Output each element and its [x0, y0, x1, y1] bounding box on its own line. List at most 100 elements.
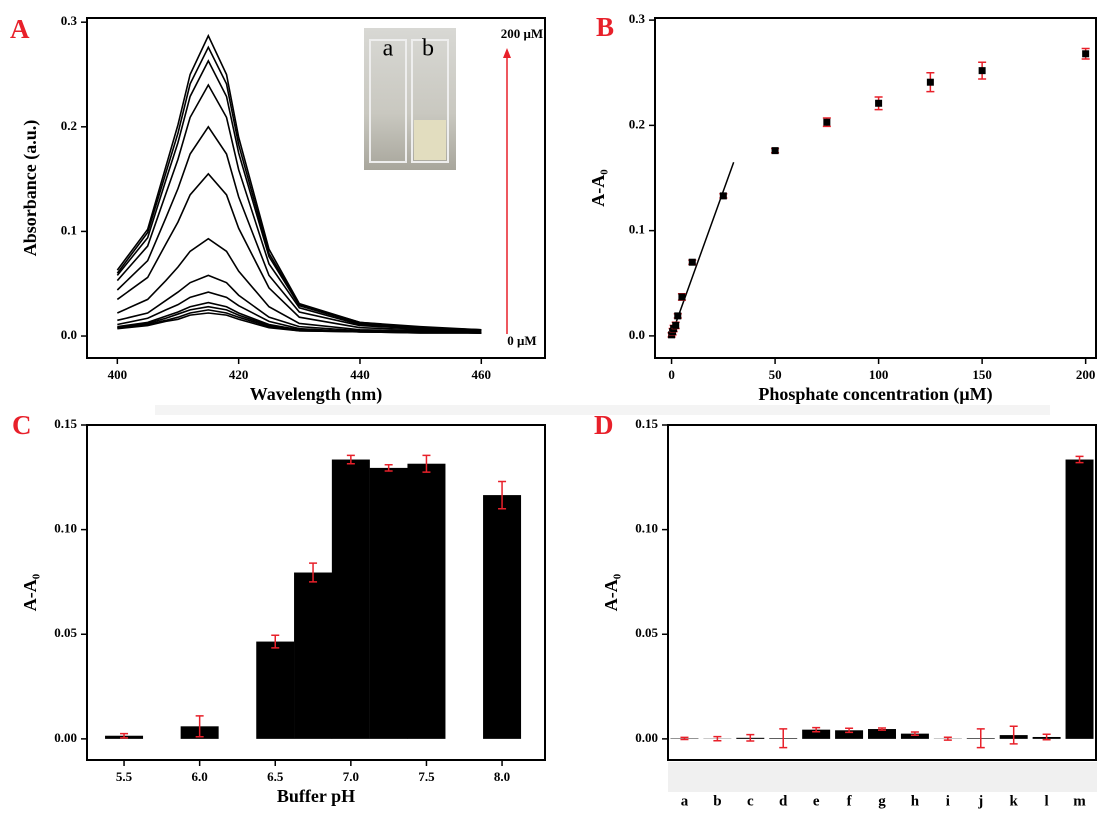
annotation: 200 μM — [501, 26, 543, 41]
annotation: 0 μM — [507, 333, 536, 348]
panel-letter: D — [594, 410, 614, 440]
x-tick-label: 8.0 — [494, 769, 510, 784]
data-point — [771, 147, 779, 155]
x-tick-label: 6.5 — [267, 769, 284, 784]
y-tick-label: 0.0 — [629, 327, 645, 342]
y-tick-label: 0.2 — [629, 116, 645, 131]
error-bar — [746, 733, 755, 742]
error-bar — [680, 736, 689, 741]
y-tick-label: 0.05 — [635, 625, 658, 640]
y-tick-label: 0.1 — [61, 222, 77, 237]
y-tick-label: 0.3 — [629, 11, 646, 26]
x-tick-label: a — [681, 793, 689, 809]
error-bar — [976, 728, 985, 749]
spectrum-line — [117, 312, 482, 334]
vial — [411, 39, 449, 163]
x-axis-title: Wavelength (nm) — [250, 384, 383, 405]
plot-frame — [667, 424, 1097, 761]
x-tick-label: 420 — [229, 367, 249, 382]
data-point — [688, 258, 696, 266]
bar — [331, 459, 370, 739]
panel-letter: B — [596, 12, 614, 42]
error-bar — [1009, 725, 1018, 745]
x-tick-label: 50 — [769, 367, 782, 382]
error-bar — [1042, 733, 1051, 741]
data-point — [926, 78, 934, 86]
y-axis-title: Absorbance (a.u.) — [20, 120, 41, 257]
data-point — [672, 321, 680, 329]
y-tick-label: 0.2 — [61, 118, 77, 133]
y-tick-label: 0.1 — [629, 222, 645, 237]
x-tick-label: 460 — [472, 367, 492, 382]
spectrum-line — [117, 274, 482, 334]
data-point — [674, 312, 682, 320]
error-bar — [713, 735, 722, 742]
x-tick-label: i — [946, 793, 950, 809]
arrow-head — [503, 48, 511, 58]
background-band — [155, 405, 1050, 415]
x-tick-label: 100 — [869, 367, 889, 382]
y-tick-label: 0.00 — [635, 730, 658, 745]
spectrum-line — [116, 125, 482, 332]
bar — [369, 467, 408, 739]
y-axis-title: A-A₀ — [20, 574, 40, 611]
x-tick-label: 7.5 — [418, 769, 435, 784]
background-band — [668, 762, 1097, 792]
x-axis-title: Phosphate concentration (μM) — [758, 384, 992, 405]
error-bar — [195, 715, 204, 738]
spectrum-line — [116, 172, 482, 332]
panel-letter: C — [12, 410, 32, 440]
plot-frame — [86, 17, 546, 359]
inset-label: b — [422, 36, 434, 62]
error-bar — [943, 736, 952, 741]
plot-frame — [654, 17, 1097, 359]
data-point — [1082, 50, 1090, 58]
x-tick-label: k — [1010, 793, 1019, 809]
bar — [256, 641, 295, 739]
bar — [407, 463, 446, 739]
y-tick-label: 0.05 — [54, 625, 77, 640]
error-bar — [346, 454, 355, 465]
error-bar — [498, 480, 507, 510]
bar — [483, 495, 522, 739]
spectrum-line — [116, 83, 482, 332]
y-tick-label: 0.15 — [635, 416, 658, 431]
x-tick-label: 5.5 — [116, 769, 133, 784]
x-tick-label: 400 — [108, 367, 128, 382]
error-bar — [422, 454, 431, 473]
x-tick-label: h — [911, 793, 920, 809]
x-tick-label: d — [779, 793, 788, 809]
data-point — [678, 293, 686, 301]
x-tick-label: 6.0 — [192, 769, 208, 784]
y-axis-title: A-A₀ — [601, 574, 621, 611]
inset-label: a — [383, 36, 394, 62]
bar — [835, 730, 864, 739]
x-tick-label: g — [878, 793, 886, 809]
error-bar — [309, 562, 318, 583]
y-tick-label: 0.00 — [54, 730, 77, 745]
bar — [1065, 459, 1094, 739]
spectrum-line — [117, 237, 482, 333]
y-tick-label: 0.0 — [61, 327, 77, 342]
error-bar — [910, 731, 919, 737]
x-tick-label: c — [747, 793, 754, 809]
error-bar — [271, 634, 280, 649]
x-tick-label: 200 — [1076, 367, 1096, 382]
x-tick-label: f — [847, 793, 853, 809]
y-tick-label: 0.10 — [635, 521, 658, 536]
x-tick-label: j — [977, 793, 983, 809]
fit-line — [670, 161, 735, 336]
bar — [802, 729, 831, 739]
x-tick-label: 440 — [350, 367, 370, 382]
data-point — [978, 67, 986, 75]
y-tick-label: 0.10 — [54, 521, 77, 536]
spectrum-line — [116, 45, 482, 331]
vial — [369, 39, 407, 163]
error-bar — [812, 726, 821, 733]
data-point — [719, 192, 727, 200]
x-tick-label: l — [1045, 793, 1049, 809]
error-bar — [779, 728, 788, 749]
data-point — [823, 118, 831, 126]
vial-solution — [414, 120, 446, 160]
